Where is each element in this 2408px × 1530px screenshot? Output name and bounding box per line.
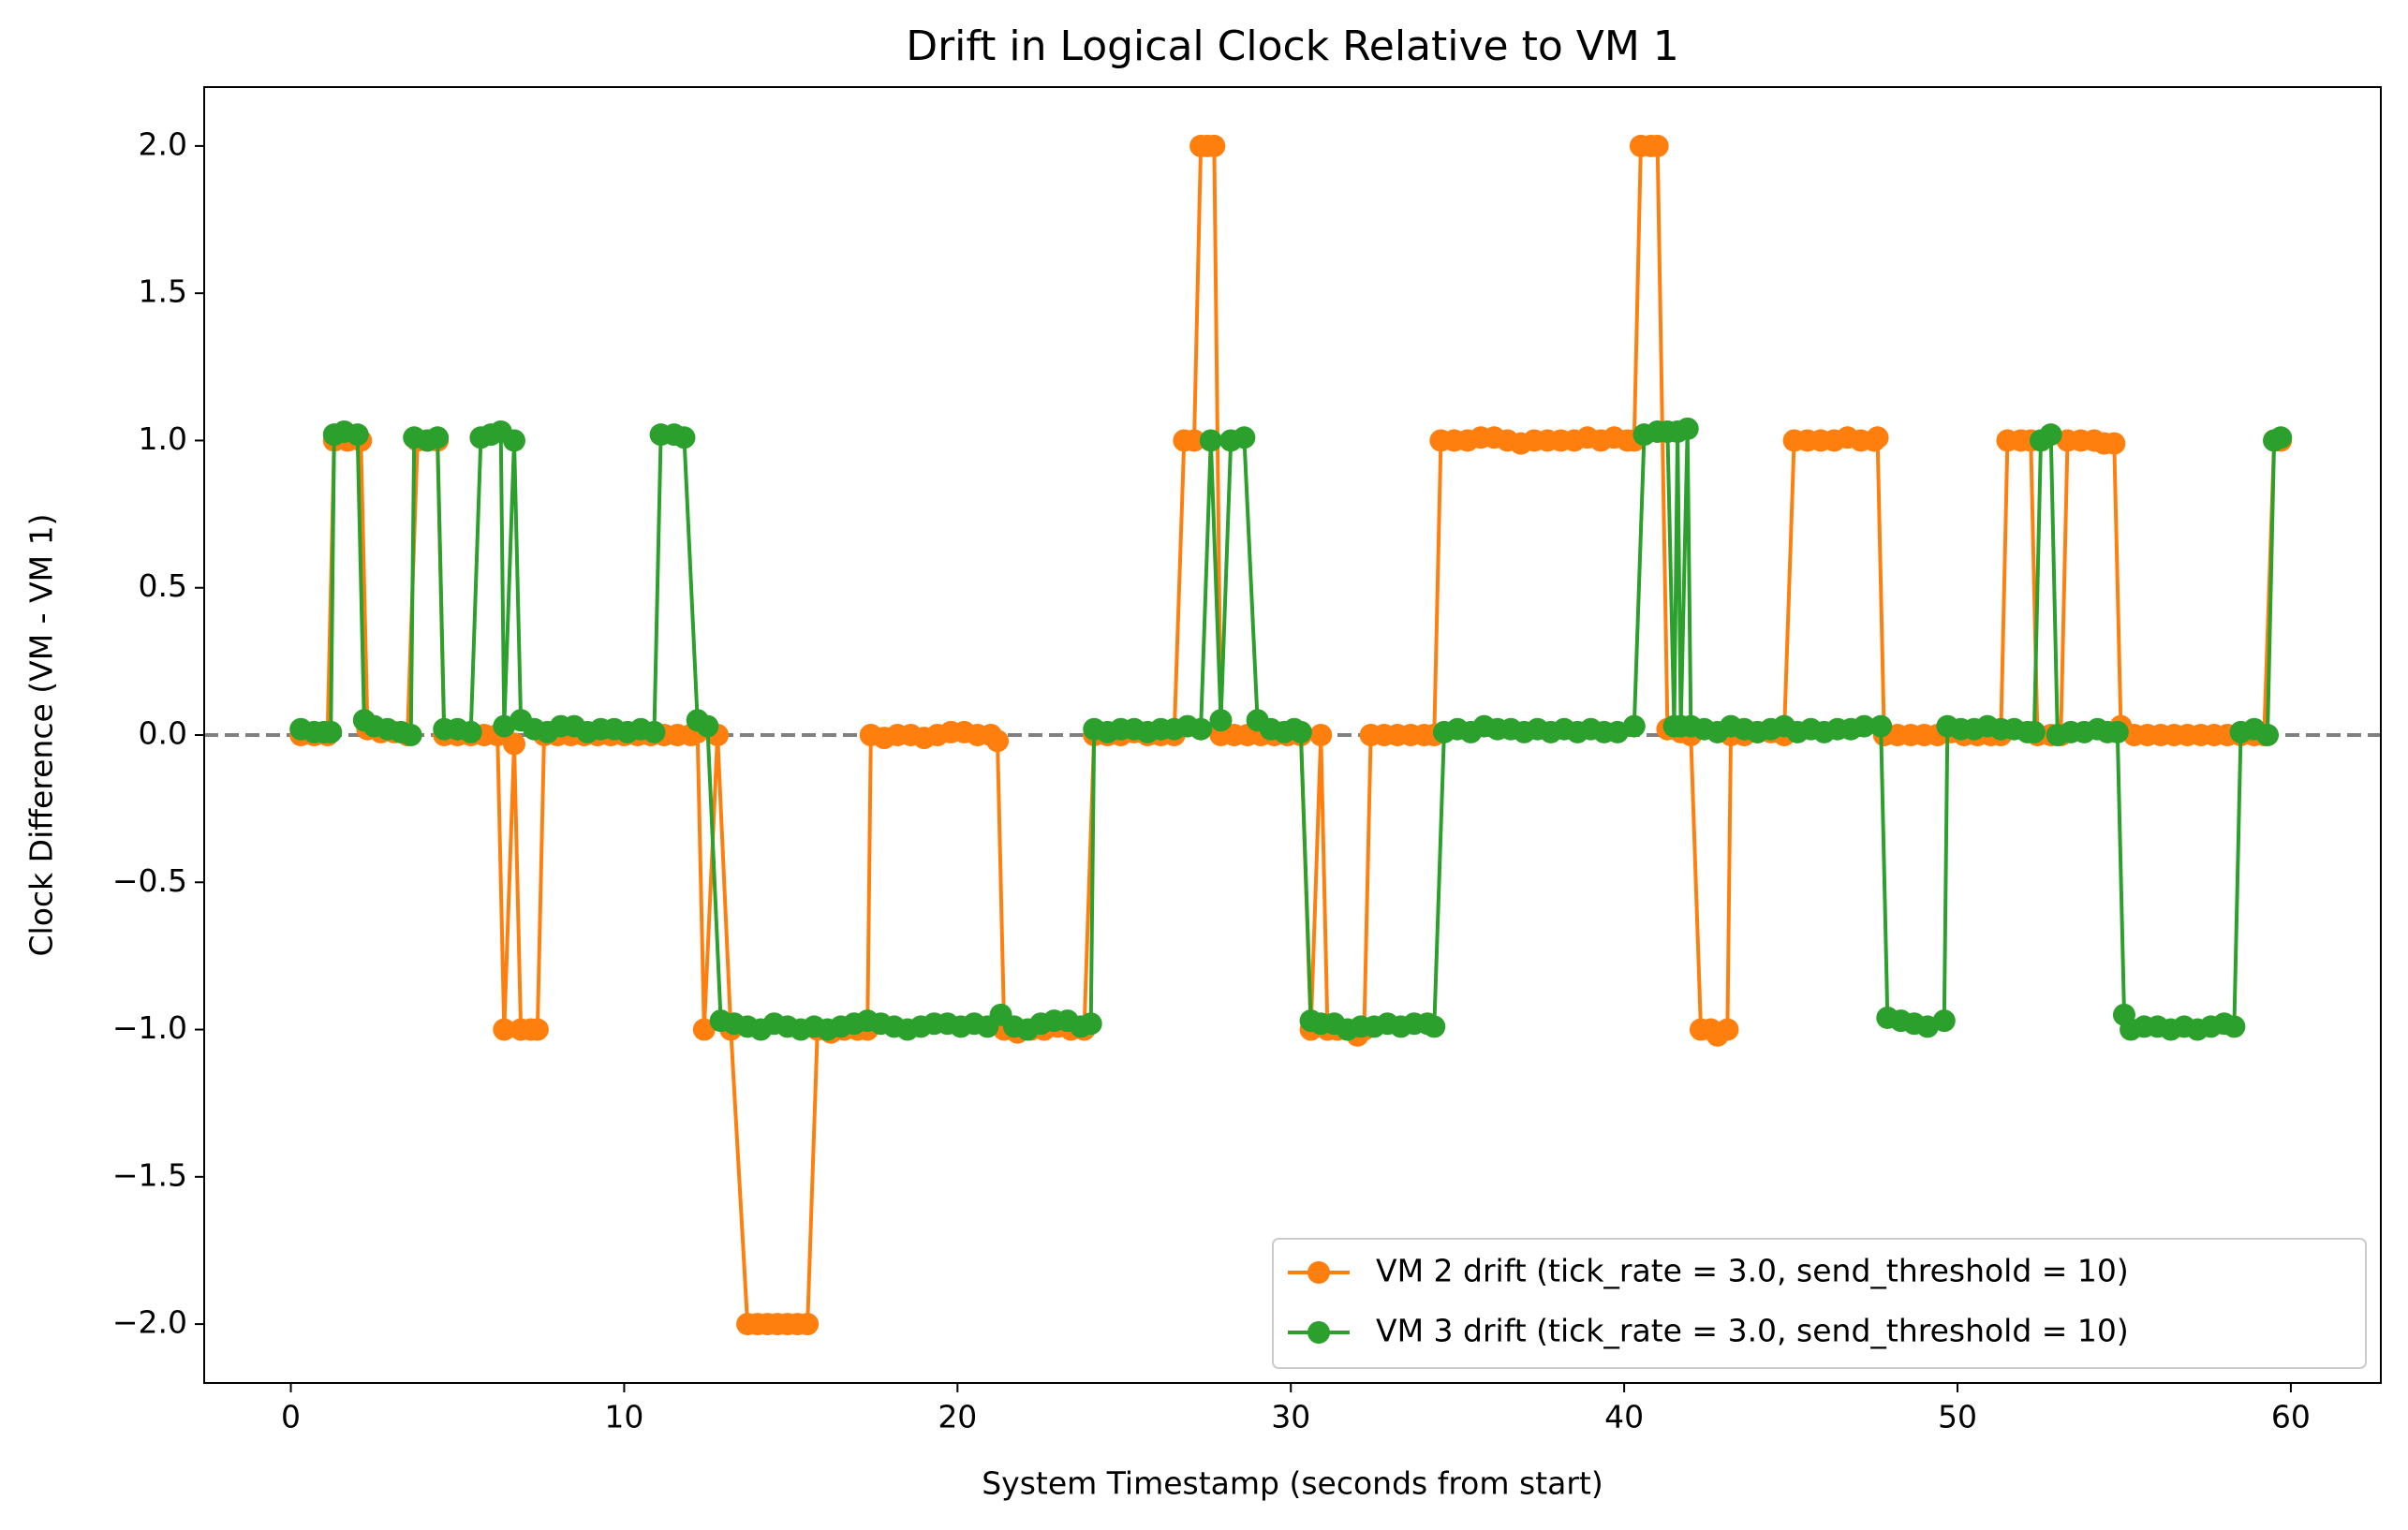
- data-point: [1199, 429, 1222, 452]
- plot-frame: [203, 86, 2382, 1384]
- y-tick-label: −1.5: [112, 1156, 187, 1193]
- y-tick-label: 2.0: [139, 125, 187, 162]
- data-point: [2105, 720, 2129, 743]
- data-point: [426, 426, 450, 449]
- data-point: [1203, 134, 1226, 157]
- data-point: [1866, 426, 1889, 449]
- data-point: [696, 714, 719, 738]
- data-point: [1622, 714, 1646, 738]
- data-point: [2255, 724, 2279, 746]
- data-point: [1423, 1015, 1446, 1038]
- data-point: [319, 720, 343, 743]
- data-point: [1233, 426, 1256, 449]
- legend-box: [1272, 1238, 2367, 1369]
- data-point: [2223, 1015, 2246, 1038]
- x-tick-label: 0: [281, 1399, 301, 1435]
- data-point: [643, 720, 666, 743]
- data-point: [672, 426, 696, 449]
- legend-marker: [1307, 1321, 1330, 1344]
- data-point: [1853, 714, 1876, 738]
- data-point: [1079, 1012, 1102, 1036]
- data-point: [1289, 720, 1312, 743]
- y-tick-label: −0.5: [112, 862, 187, 899]
- data-point: [2269, 426, 2293, 449]
- y-tick-label: −2.0: [112, 1304, 187, 1341]
- legend-label: VM 2 drift (tick_rate = 3.0, send_thresh…: [1376, 1253, 2129, 1289]
- data-point: [1932, 1009, 1956, 1033]
- data-point: [493, 1018, 516, 1041]
- data-point: [399, 724, 422, 746]
- data-point: [525, 1018, 549, 1041]
- x-axis-label: System Timestamp (seconds from start): [982, 1465, 1603, 1502]
- data-point: [459, 720, 482, 743]
- y-tick-label: 1.0: [139, 420, 187, 457]
- data-point: [1183, 429, 1206, 452]
- legend-label: VM 3 drift (tick_rate = 3.0, send_thresh…: [1376, 1313, 2129, 1349]
- data-point: [1869, 714, 1893, 738]
- x-tick-label: 10: [604, 1399, 643, 1435]
- data-point: [2039, 423, 2062, 447]
- y-tick-label: 1.5: [139, 273, 187, 310]
- chart-title: Drift in Logical Clock Relative to VM 1: [906, 22, 1679, 70]
- data-point: [986, 729, 1010, 753]
- y-tick-label: 0.5: [139, 567, 187, 604]
- data-point: [2103, 432, 2126, 455]
- data-point: [502, 732, 525, 756]
- data-point: [502, 429, 525, 452]
- data-point: [796, 1313, 820, 1336]
- data-point: [1309, 724, 1333, 746]
- data-point: [1189, 717, 1213, 741]
- legend-marker: [1307, 1261, 1330, 1284]
- y-tick-label: 0.0: [139, 715, 187, 752]
- data-point: [692, 1018, 716, 1041]
- x-tick-label: 30: [1271, 1399, 1310, 1435]
- x-tick-label: 60: [2271, 1399, 2311, 1435]
- x-tick-label: 40: [1604, 1399, 1644, 1435]
- data-point: [2022, 720, 2046, 743]
- data-point: [1646, 134, 1669, 157]
- data-point: [1209, 709, 1233, 732]
- data-point: [1716, 1018, 1739, 1041]
- y-tick-label: −1.0: [112, 1009, 187, 1046]
- data-point: [346, 423, 369, 447]
- y-axis-label: Clock Difference (VM - VM 1): [23, 514, 60, 957]
- data-point: [1676, 417, 1699, 440]
- x-tick-label: 20: [938, 1399, 977, 1435]
- x-tick-label: 50: [1938, 1399, 1977, 1435]
